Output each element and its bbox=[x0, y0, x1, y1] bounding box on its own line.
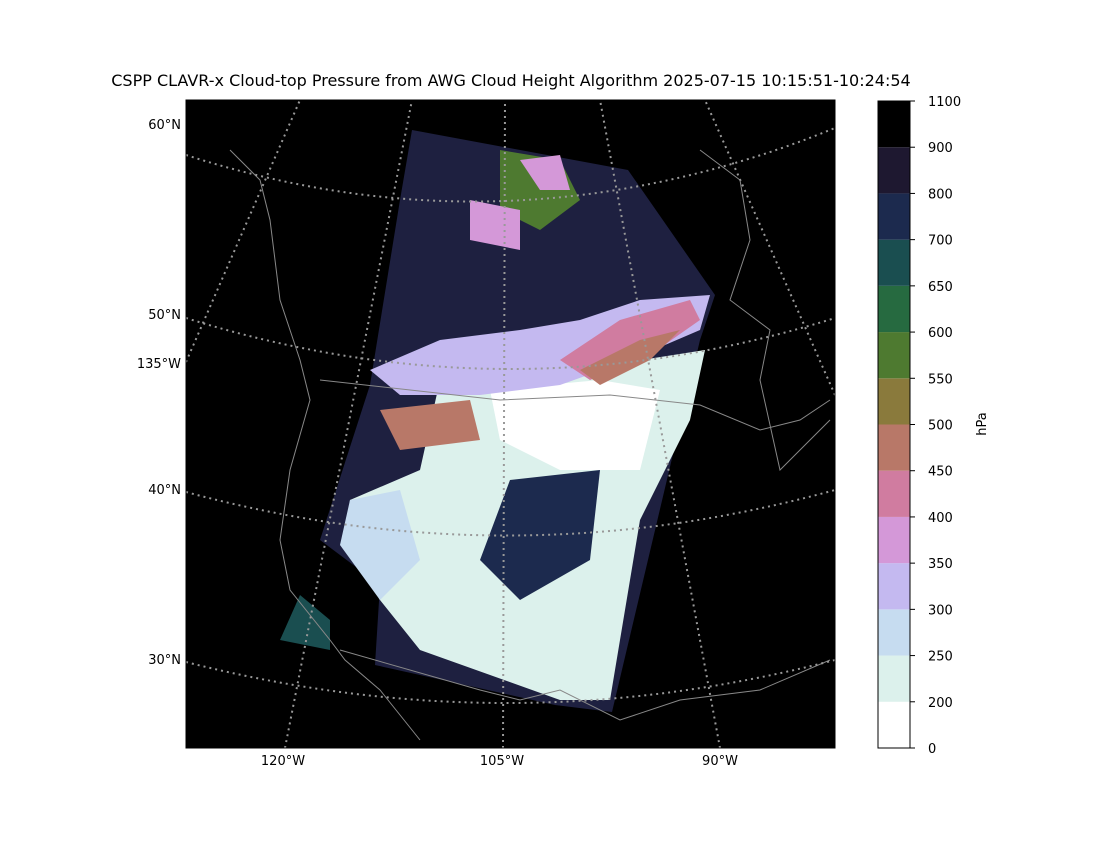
lon-label: 120°W bbox=[261, 754, 305, 769]
colorbar-segment bbox=[878, 470, 910, 517]
clear-dark bbox=[480, 470, 600, 600]
colorbar-segment bbox=[878, 701, 910, 748]
colorbar-tick-label: 700 bbox=[928, 234, 953, 249]
colorbar-segment bbox=[878, 378, 910, 425]
colorbar-segment bbox=[878, 424, 910, 471]
map: 60°N 50°N 40°N 30°N 135°W 120°W 105°W 90… bbox=[137, 99, 836, 769]
colorbar-tick-label: 550 bbox=[928, 372, 953, 387]
colorbar-tick-label: 250 bbox=[928, 650, 953, 665]
cloud-mid-2 bbox=[520, 155, 570, 190]
lon-label: 105°W bbox=[480, 754, 524, 769]
cloud-band bbox=[560, 300, 700, 380]
map-frame bbox=[185, 99, 836, 749]
colorbar-tick-label: 450 bbox=[928, 465, 953, 480]
colorbar-segment bbox=[878, 332, 910, 379]
colorbar-segment bbox=[878, 563, 910, 610]
colorbar-tick-label: 600 bbox=[928, 326, 953, 341]
colorbar-tick-label: 900 bbox=[928, 141, 953, 156]
colorbar-tick-label: 400 bbox=[928, 511, 953, 526]
cloud-clear bbox=[490, 380, 660, 470]
colorbar-tick-label: 800 bbox=[928, 187, 953, 202]
colorbar-tick-label: 500 bbox=[928, 419, 953, 434]
colorbar-segment bbox=[878, 285, 910, 333]
colorbar-segment bbox=[878, 101, 910, 148]
coastline-east bbox=[699, 149, 831, 471]
graticule bbox=[186, 127, 835, 203]
lat-label: 60°N bbox=[148, 118, 181, 133]
cloud-west bbox=[380, 400, 480, 450]
colorbar-label: hPa bbox=[975, 412, 990, 435]
graticule bbox=[186, 317, 835, 370]
cloud-band-2 bbox=[580, 330, 680, 385]
cloud-mid-3 bbox=[470, 200, 520, 250]
colorbar-tick-label: 300 bbox=[928, 603, 953, 618]
colorbar-tick-label: 1100 bbox=[928, 95, 961, 110]
cloud-pacific bbox=[280, 595, 330, 650]
border-south bbox=[339, 649, 831, 721]
colorbar: 0 200 250 300 350 400 450 500 550 600 650 700 800 900… bbox=[877, 95, 961, 757]
graticule bbox=[502, 100, 506, 748]
title: CSPP CLAVR-x Cloud-top Pressure from AWG… bbox=[111, 71, 910, 90]
lat-label: 40°N bbox=[148, 483, 181, 498]
lat-label: 50°N bbox=[148, 308, 181, 323]
colorbar-segment bbox=[878, 655, 910, 702]
lat-label: 30°N bbox=[148, 653, 181, 668]
colorbar-segment bbox=[878, 147, 910, 194]
colorbar-tick-label: 200 bbox=[928, 696, 953, 711]
graticule bbox=[599, 100, 721, 748]
lon-label: 90°W bbox=[702, 754, 738, 769]
graticule bbox=[284, 100, 413, 748]
colorbar-segment bbox=[878, 193, 910, 240]
colorbar-segment bbox=[878, 239, 910, 286]
coastline bbox=[229, 149, 421, 741]
lon-label: 135°W bbox=[137, 357, 181, 372]
colorbar-segment bbox=[878, 609, 910, 656]
colorbar-tick-label: 350 bbox=[928, 557, 953, 572]
colorbar-tick-label: 650 bbox=[928, 280, 953, 295]
border bbox=[319, 379, 831, 431]
colorbar-segment bbox=[878, 516, 910, 564]
cloud-sw bbox=[340, 490, 420, 600]
colorbar-tick-label: 0 bbox=[928, 742, 936, 757]
